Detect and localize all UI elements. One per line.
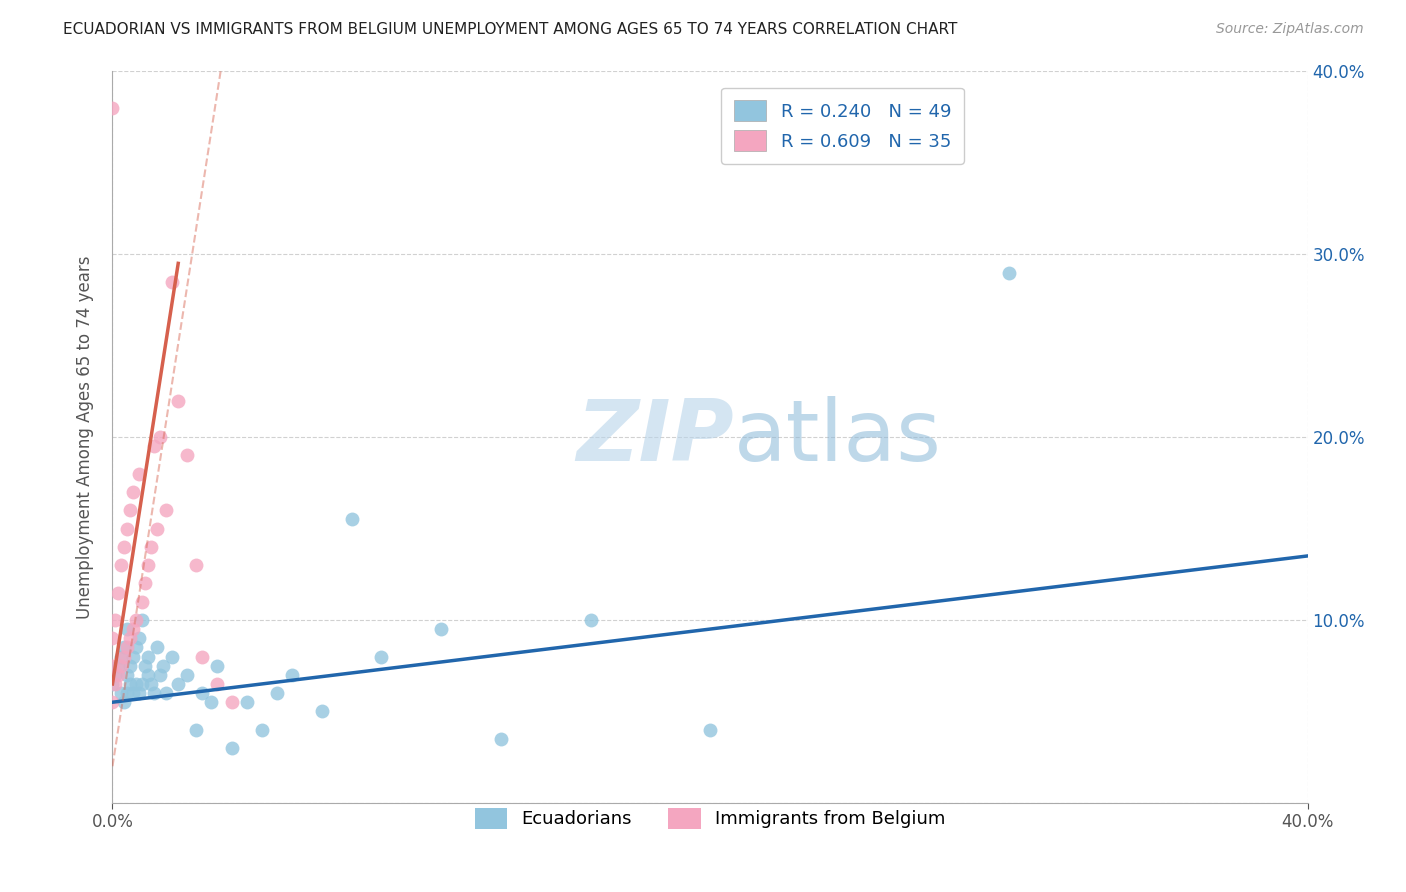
Point bbox=[146, 640, 169, 655]
Point bbox=[191, 686, 214, 700]
Point bbox=[104, 677, 127, 691]
Point bbox=[998, 266, 1021, 280]
Point bbox=[117, 640, 139, 655]
Point bbox=[110, 649, 132, 664]
Point bbox=[138, 667, 160, 681]
Point bbox=[266, 686, 288, 700]
Point bbox=[104, 613, 127, 627]
Point bbox=[128, 467, 150, 481]
Point bbox=[101, 101, 124, 115]
Point bbox=[489, 731, 512, 746]
Point bbox=[122, 686, 145, 700]
Text: atlas: atlas bbox=[734, 395, 942, 479]
Point bbox=[134, 658, 156, 673]
Point bbox=[162, 649, 183, 664]
Point bbox=[205, 658, 228, 673]
Point bbox=[110, 686, 132, 700]
Point bbox=[110, 558, 132, 573]
Point bbox=[155, 503, 177, 517]
Point bbox=[176, 667, 198, 681]
Point bbox=[146, 521, 169, 535]
Point bbox=[138, 649, 160, 664]
Point bbox=[143, 439, 166, 453]
Point bbox=[143, 686, 166, 700]
Point bbox=[340, 512, 363, 526]
Point bbox=[699, 723, 721, 737]
Point bbox=[430, 622, 453, 636]
Point bbox=[281, 667, 304, 681]
Point bbox=[101, 658, 124, 673]
Point bbox=[155, 686, 177, 700]
Y-axis label: Unemployment Among Ages 65 to 74 years: Unemployment Among Ages 65 to 74 years bbox=[76, 255, 94, 619]
Point bbox=[167, 677, 190, 691]
Point bbox=[120, 658, 142, 673]
Point bbox=[221, 740, 243, 755]
Point bbox=[128, 632, 150, 646]
Text: ECUADORIAN VS IMMIGRANTS FROM BELGIUM UNEMPLOYMENT AMONG AGES 65 TO 74 YEARS COR: ECUADORIAN VS IMMIGRANTS FROM BELGIUM UN… bbox=[63, 22, 957, 37]
Point bbox=[152, 658, 174, 673]
Point bbox=[149, 667, 172, 681]
Point bbox=[162, 275, 183, 289]
Point bbox=[122, 649, 145, 664]
Point bbox=[117, 667, 139, 681]
Point bbox=[186, 723, 208, 737]
Point bbox=[101, 632, 124, 646]
Point bbox=[107, 585, 129, 599]
Point bbox=[131, 677, 153, 691]
Point bbox=[101, 695, 124, 709]
Point bbox=[125, 640, 148, 655]
Point bbox=[138, 558, 160, 573]
Point bbox=[311, 705, 333, 719]
Point bbox=[149, 430, 172, 444]
Point bbox=[122, 485, 145, 500]
Point bbox=[110, 658, 132, 673]
Point bbox=[141, 540, 163, 554]
Point bbox=[134, 576, 156, 591]
Point bbox=[191, 649, 214, 664]
Point bbox=[114, 649, 135, 664]
Point bbox=[200, 695, 222, 709]
Point bbox=[370, 649, 392, 664]
Text: Source: ZipAtlas.com: Source: ZipAtlas.com bbox=[1216, 22, 1364, 37]
Point bbox=[114, 640, 135, 655]
Point bbox=[579, 613, 602, 627]
Point bbox=[117, 622, 139, 636]
Point bbox=[107, 658, 129, 673]
Point bbox=[101, 677, 124, 691]
Point bbox=[131, 594, 153, 608]
Point bbox=[176, 448, 198, 462]
Point bbox=[141, 677, 163, 691]
Point bbox=[104, 667, 127, 681]
Point bbox=[125, 677, 148, 691]
Point bbox=[205, 677, 228, 691]
Point bbox=[120, 503, 142, 517]
Point bbox=[221, 695, 243, 709]
Point bbox=[125, 613, 148, 627]
Point bbox=[250, 723, 273, 737]
Point bbox=[131, 613, 153, 627]
Point bbox=[236, 695, 259, 709]
Point bbox=[120, 677, 142, 691]
Point bbox=[186, 558, 208, 573]
Point bbox=[167, 393, 190, 408]
Legend: Ecuadorians, Immigrants from Belgium: Ecuadorians, Immigrants from Belgium bbox=[463, 795, 957, 841]
Point bbox=[114, 540, 135, 554]
Point bbox=[120, 632, 142, 646]
Point bbox=[117, 521, 139, 535]
Point bbox=[107, 667, 129, 681]
Point bbox=[122, 622, 145, 636]
Text: ZIP: ZIP bbox=[576, 395, 734, 479]
Point bbox=[114, 695, 135, 709]
Point bbox=[128, 686, 150, 700]
Point bbox=[117, 686, 139, 700]
